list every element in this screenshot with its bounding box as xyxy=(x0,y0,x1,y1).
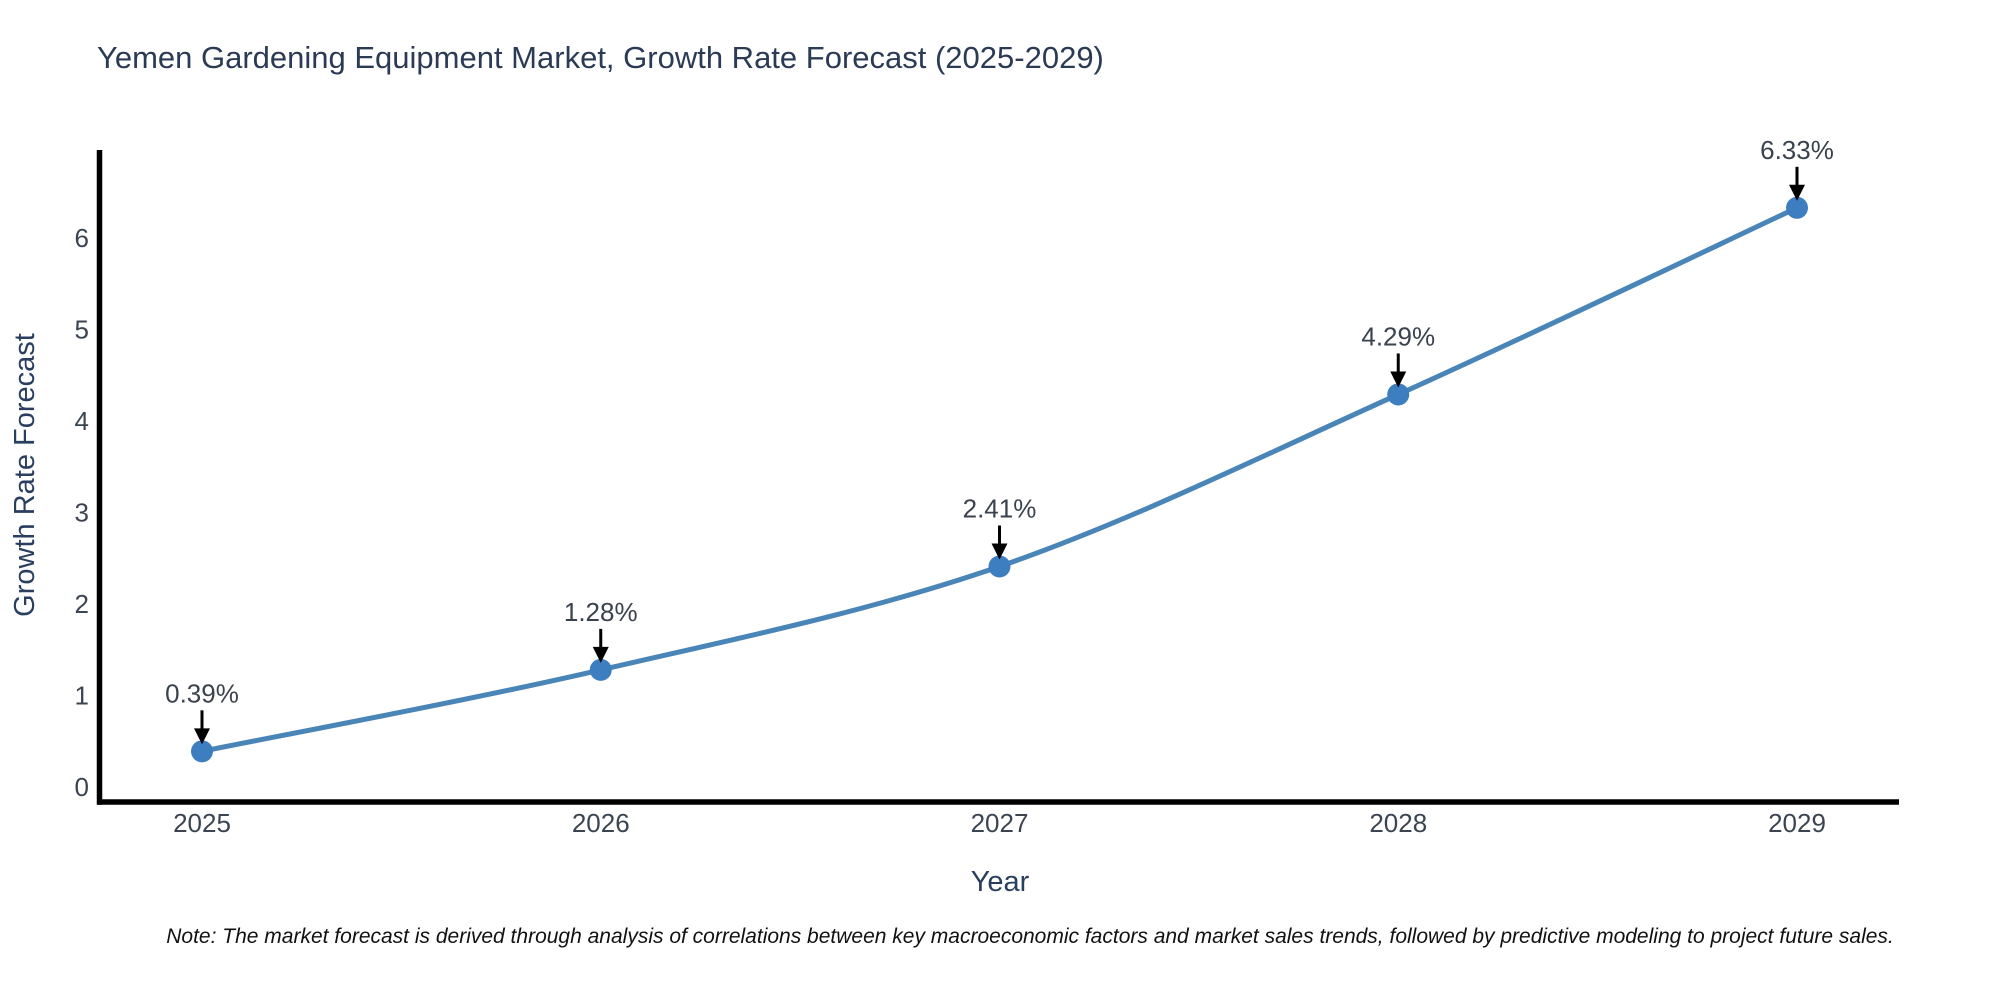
point-annotation-label: 6.33% xyxy=(1760,135,1834,165)
x-tick-label: 2026 xyxy=(572,808,630,838)
y-axis-title: Growth Rate Forecast xyxy=(9,333,41,617)
data-point-marker xyxy=(191,740,213,763)
chart-title: Yemen Gardening Equipment Market, Growth… xyxy=(97,40,1104,75)
point-annotation-label: 0.39% xyxy=(165,678,239,708)
data-point-marker xyxy=(589,658,612,681)
annotation-arrowhead-icon xyxy=(991,543,1008,560)
y-tick-label: 3 xyxy=(75,498,89,528)
footnote: Note: The market forecast is derived thr… xyxy=(166,925,1894,948)
x-tick-label: 2029 xyxy=(1768,808,1826,838)
plot-area: 0 1 2 3 4 5 6 2025 2026 2027 2028 2029 0.39% 1.28% 2.4… xyxy=(75,135,1899,838)
annotation-arrowhead-icon xyxy=(1390,371,1407,388)
y-tick-label: 5 xyxy=(75,315,89,345)
series-line xyxy=(199,205,1800,754)
data-point-marker xyxy=(1786,196,1808,219)
x-tick-label: 2027 xyxy=(971,808,1029,838)
y-tick-label: 0 xyxy=(75,772,89,802)
y-tick-label: 1 xyxy=(75,681,89,711)
data-point-marker xyxy=(988,555,1011,578)
y-tick-label: 4 xyxy=(75,406,89,436)
x-axis-title: Year xyxy=(971,866,1030,898)
annotation-arrowhead-icon xyxy=(194,728,210,745)
x-tick-label: 2025 xyxy=(173,808,231,838)
annotation-arrowhead-icon xyxy=(592,646,609,663)
annotation-arrowhead-icon xyxy=(1789,184,1805,201)
x-tick-label: 2028 xyxy=(1369,808,1427,838)
data-point-marker xyxy=(1387,383,1410,406)
point-annotation-label: 4.29% xyxy=(1361,321,1435,351)
point-annotation-label: 1.28% xyxy=(564,597,638,627)
y-tick-label: 2 xyxy=(75,589,89,619)
point-annotation-label: 2.41% xyxy=(963,493,1037,523)
y-tick-label: 6 xyxy=(75,223,89,253)
